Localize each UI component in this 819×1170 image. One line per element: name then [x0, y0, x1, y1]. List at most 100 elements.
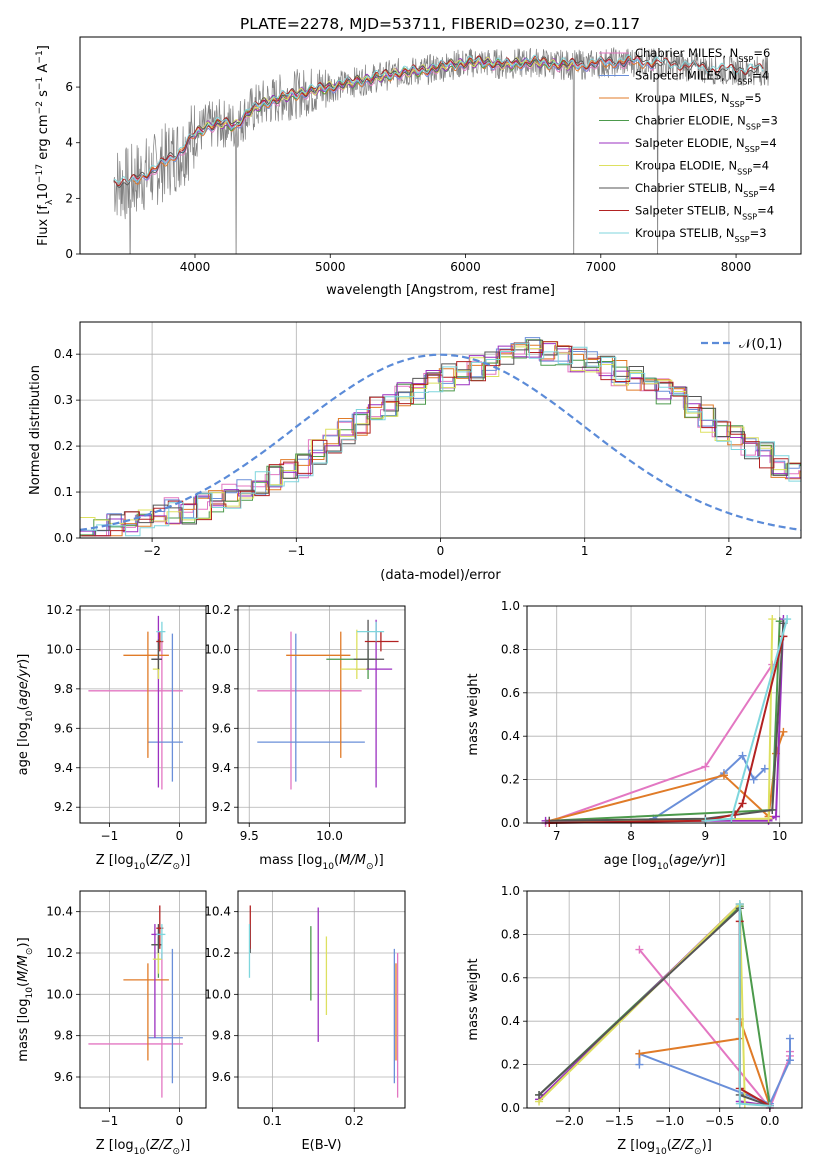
y-tick-label: 10.4	[204, 905, 231, 919]
y-tick-label: 9.6	[212, 1070, 231, 1084]
weight-marker-kroupa_stelib	[783, 615, 792, 624]
y-tick-label: 9.6	[212, 721, 231, 735]
figure-title: PLATE=2278, MJD=53711, FIBERID=0230, z=0…	[240, 15, 640, 33]
model-spectrum-kroupa_stelib	[113, 54, 764, 183]
y-tick-label: 10.0	[46, 642, 73, 656]
y-tick-label: 9.8	[212, 1029, 231, 1043]
y-tick-label: 9.6	[54, 1070, 73, 1084]
y-tick-label: 0.3	[54, 393, 73, 407]
weight-marker-salpeter_miles	[635, 1060, 644, 1069]
axes-frame	[79, 605, 207, 824]
x-tick-label: −1	[101, 1114, 119, 1128]
x-tick-label: 1	[581, 544, 589, 558]
x-axis-label: Z [log10(Z/Z⊙)]	[617, 1138, 712, 1157]
y-tick-label: 0.4	[501, 729, 520, 743]
weight-marker-salpeter_miles	[785, 1056, 794, 1065]
legend-label: Kroupa ELODIE, NSSP=4	[635, 159, 769, 177]
x-axis-label: age [log10(age/yr)]	[604, 853, 726, 872]
weight-marker-chabrier_stelib	[768, 805, 777, 814]
y-tick-label: 10.4	[46, 905, 73, 919]
model-spectrum-kroupa_miles	[132, 56, 655, 185]
y-tick-label: 10.2	[204, 946, 231, 960]
x-tick-label: −0.5	[705, 1114, 734, 1128]
y-tick-label: 0.0	[501, 816, 520, 830]
y-tick-label: 1.0	[501, 599, 520, 613]
x-axis-label: E(B-V)	[301, 1138, 341, 1153]
y-tick-label: 0	[65, 247, 73, 261]
y-tick-label: 0.0	[501, 1101, 520, 1115]
x-axis-label: Z [log10(Z/Z⊙)]	[96, 853, 191, 872]
y-tick-label: 6	[65, 80, 73, 94]
weight-marker-salpeter_elodie	[771, 812, 780, 821]
y-axis-label: mass [log10(M/M⊙)]	[16, 937, 35, 1061]
y-tick-label: 9.4	[212, 761, 231, 775]
weight-line-chabrier_stelib	[538, 906, 771, 1107]
x-axis-label: mass [log10(M/M⊙)]	[259, 853, 383, 872]
y-tick-label: 0.8	[501, 642, 520, 656]
histogram-kroupa_stelib	[82, 342, 801, 537]
y-axis-label: mass weight	[466, 673, 481, 755]
legend-label: Kroupa MILES, NSSP=5	[635, 91, 762, 109]
y-tick-label: 9.4	[54, 761, 73, 775]
weight-marker-kroupa_stelib	[735, 900, 744, 909]
histogram-group	[80, 337, 801, 537]
x-tick-label: 7	[553, 829, 561, 843]
x-tick-label: 0.0	[760, 1114, 779, 1128]
weight-line-chabrier_miles	[545, 664, 774, 824]
axes-frame	[237, 890, 406, 1109]
x-tick-label: −2.0	[555, 1114, 584, 1128]
weight-line-salpeter_stelib	[549, 636, 785, 824]
x-tick-label: 6000	[450, 260, 481, 274]
axes-frame	[79, 36, 802, 255]
y-axis-label: mass weight	[466, 958, 481, 1040]
spectrum-plot	[113, 47, 769, 254]
histogram-kroupa_elodie	[80, 341, 801, 524]
y-tick-label: 9.6	[54, 721, 73, 735]
model-spectrum-chabrier_elodie	[194, 57, 575, 140]
x-tick-label: 5000	[315, 260, 346, 274]
weight-line-kroupa_miles	[639, 1018, 771, 1107]
weight-lines-group	[535, 900, 794, 1112]
errorbar-group	[248, 905, 399, 1098]
model-spectrum-chabrier_stelib	[113, 55, 764, 189]
x-tick-label: −2	[143, 544, 161, 558]
x-tick-label: 0	[176, 829, 184, 843]
y-tick-label: 0.4	[54, 347, 73, 361]
axes-frame	[237, 605, 406, 824]
y-axis-label: Flux [fλ10−17 erg cm−2 s−1 A−1]	[35, 45, 55, 246]
y-axis-label: age [log10(age/yr)]	[16, 654, 35, 776]
histogram-chabrier_elodie	[80, 339, 801, 536]
legend-label: Chabrier STELIB, NSSP=4	[635, 181, 775, 199]
legend-label: Kroupa STELIB, NSSP=3	[635, 226, 767, 244]
x-tick-label: 2	[725, 544, 733, 558]
x-tick-label: 7000	[586, 260, 617, 274]
legend-label: Salpeter MILES, NSSP=4	[635, 69, 769, 87]
errorbar-group	[88, 905, 183, 1098]
histogram-salpeter_stelib	[81, 341, 801, 537]
x-tick-label: −1.5	[605, 1114, 634, 1128]
weight-marker-salpeter_miles	[760, 764, 769, 773]
x-axis-label: (data-model)/error	[380, 568, 501, 583]
y-tick-label: 0.2	[54, 439, 73, 453]
histogram-salpeter_miles	[80, 337, 801, 537]
x-tick-label: 9.5	[240, 829, 259, 843]
weight-line-chabrier_elodie	[538, 904, 771, 1106]
errorbar-group	[257, 619, 399, 790]
histogram-chabrier_stelib	[81, 339, 801, 537]
y-axis-label: Normed distribution	[28, 365, 43, 495]
x-tick-label: 4000	[180, 260, 211, 274]
y-tick-label: 9.8	[54, 1029, 73, 1043]
y-tick-label: 0.6	[501, 971, 520, 985]
weight-marker-salpeter_miles	[749, 775, 758, 784]
weight-marker-kroupa_elodie	[768, 615, 777, 624]
axes-frame	[526, 890, 803, 1109]
y-tick-label: 9.8	[54, 682, 73, 696]
x-tick-label: 8	[627, 829, 635, 843]
x-tick-label: 0.2	[345, 1114, 364, 1128]
y-tick-label: 10.0	[46, 987, 73, 1001]
legend-label: Salpeter STELIB, NSSP=4	[635, 204, 774, 222]
y-tick-label: 10.2	[46, 946, 73, 960]
weight-marker-chabrier_miles	[635, 945, 644, 954]
observed-spectrum	[113, 47, 769, 254]
